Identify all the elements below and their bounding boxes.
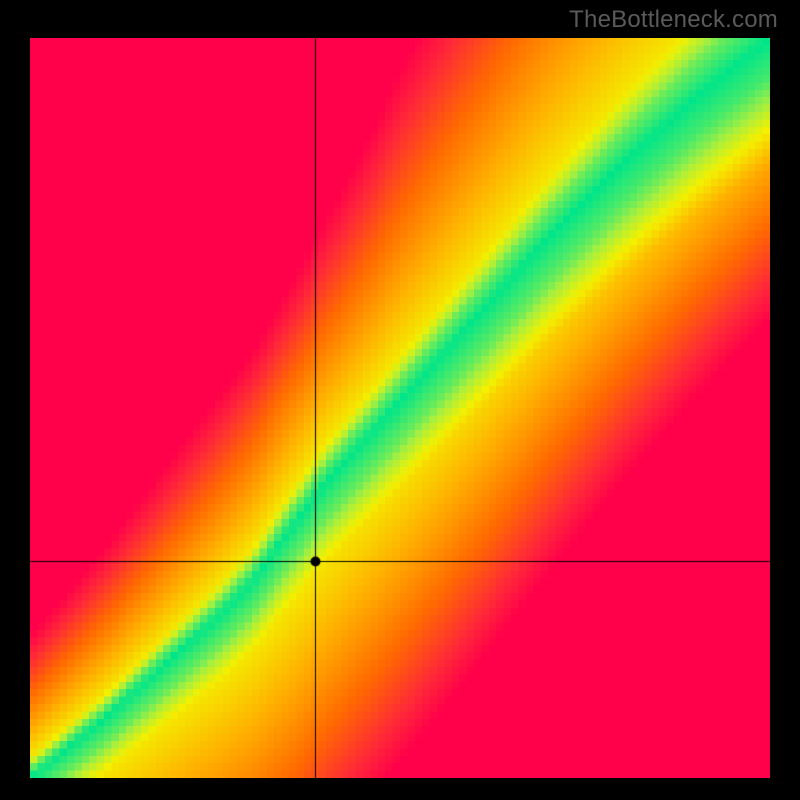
chart-container: TheBottleneck.com [0, 0, 800, 800]
crosshair-overlay [30, 38, 770, 778]
watermark-text: TheBottleneck.com [569, 6, 778, 34]
plot-area [30, 38, 770, 778]
